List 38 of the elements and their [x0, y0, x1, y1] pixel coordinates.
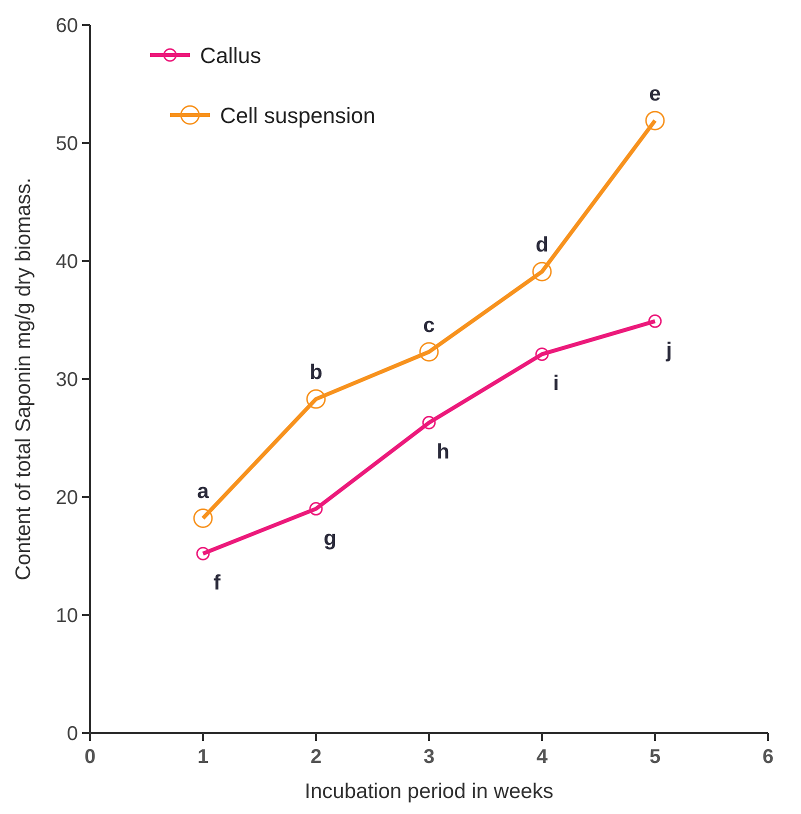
point [535, 347, 549, 361]
data-label: e [649, 82, 661, 106]
x-tick-label: 0 [84, 746, 96, 768]
data-label: j [665, 339, 672, 362]
point [196, 546, 210, 560]
x-tick-label: 3 [423, 746, 435, 768]
point [648, 314, 662, 328]
point [309, 502, 323, 516]
data-label: c [423, 314, 436, 337]
x-tick-label: 4 [536, 746, 548, 768]
data-label: i [553, 372, 559, 396]
point [419, 342, 439, 362]
data-label: g [324, 526, 336, 550]
x-tick-label: 5 [649, 746, 661, 768]
data-label: b [310, 361, 322, 384]
y-tick-label: 50 [56, 133, 78, 155]
y-tick-label: 40 [56, 251, 78, 273]
y-tick-label: 0 [66, 723, 78, 745]
y-tick-label: 10 [56, 605, 78, 627]
data-label: h [436, 440, 450, 464]
y-tick-label: 20 [56, 487, 78, 509]
point [193, 508, 213, 528]
point [306, 389, 326, 409]
point [532, 262, 552, 282]
x-axis-title: Incubation period in weeks [304, 780, 554, 803]
data-label: f [214, 572, 222, 595]
x-tick-label: 1 [197, 746, 209, 768]
legend-label: Cell suspension [220, 103, 376, 128]
legend-label: Callus [200, 43, 262, 68]
y-axis-title: Content of total Saponin mg/g dry biomass. [12, 178, 35, 580]
point [422, 416, 436, 430]
x-tick-label: 2 [310, 746, 322, 768]
data-label: d [536, 234, 548, 257]
x-tick-label: 6 [762, 746, 774, 768]
y-tick-label: 30 [56, 369, 78, 391]
y-tick-label: 60 [56, 15, 78, 37]
point [645, 110, 665, 130]
data-label: a [197, 480, 210, 504]
